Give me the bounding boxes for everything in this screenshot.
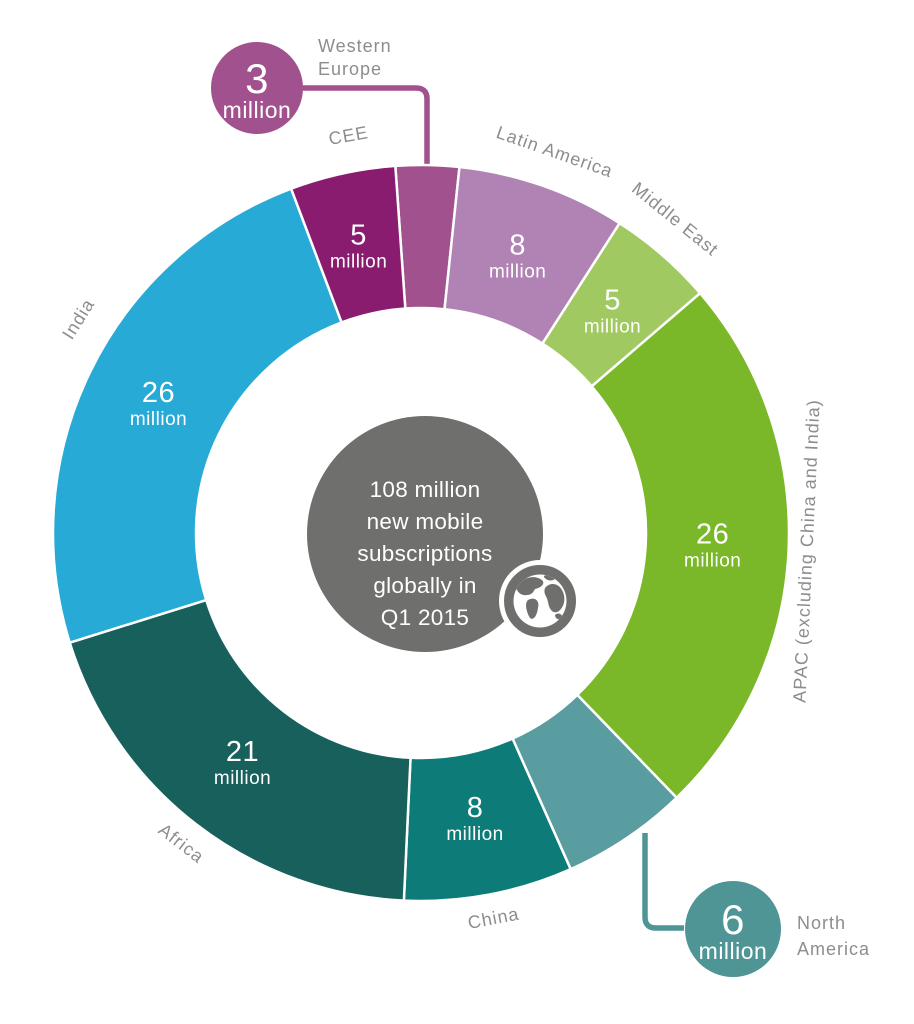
callout-connector-north-america bbox=[642, 833, 684, 931]
svg-text:8: 8 bbox=[509, 229, 526, 261]
center-circle bbox=[307, 416, 543, 652]
callout-bubble-western-europe bbox=[211, 42, 303, 134]
svg-text:21: 21 bbox=[226, 736, 259, 768]
callout-label-north-america: North America bbox=[797, 913, 870, 959]
svg-text:North: North bbox=[797, 913, 846, 933]
center-text: 108 million new mobile subscriptions global… bbox=[357, 477, 492, 630]
arc-label-china: China bbox=[466, 904, 521, 933]
svg-text:million: million bbox=[684, 551, 741, 572]
svg-text:Q1 2015: Q1 2015 bbox=[381, 605, 469, 630]
svg-text:Europe: Europe bbox=[318, 59, 382, 79]
svg-text:million: million bbox=[584, 317, 641, 338]
svg-text:5: 5 bbox=[604, 285, 621, 317]
callout-bubble-north-america bbox=[685, 881, 781, 977]
svg-text:new mobile: new mobile bbox=[367, 509, 484, 534]
arc-label-india: India bbox=[58, 295, 98, 343]
svg-text:26: 26 bbox=[696, 519, 729, 551]
svg-text:globally in: globally in bbox=[373, 573, 476, 598]
svg-text:26: 26 bbox=[142, 377, 175, 409]
svg-text:million: million bbox=[489, 261, 546, 282]
svg-text:8: 8 bbox=[467, 792, 484, 824]
svg-text:108 million: 108 million bbox=[370, 477, 481, 502]
callout-connector-western-europe bbox=[303, 85, 430, 166]
svg-text:5: 5 bbox=[350, 220, 367, 252]
arc-label-latin-america: Latin America bbox=[494, 122, 616, 181]
svg-text:million: million bbox=[214, 768, 271, 789]
segment-india bbox=[51, 187, 343, 644]
svg-text:million: million bbox=[330, 252, 387, 273]
svg-text:million: million bbox=[223, 97, 292, 123]
svg-text:America: America bbox=[797, 939, 870, 959]
segment-cee bbox=[289, 164, 407, 324]
svg-text:3: 3 bbox=[245, 55, 269, 102]
segment-africa bbox=[68, 598, 412, 902]
arc-label-apac-excluding-china-and-india: APAC (excluding China and India) bbox=[789, 399, 823, 703]
svg-text:6: 6 bbox=[721, 896, 745, 943]
callout-label-western-europe: Western Europe bbox=[318, 36, 392, 79]
globe-icon bbox=[499, 560, 581, 642]
svg-text:million: million bbox=[699, 938, 768, 964]
svg-text:million: million bbox=[130, 409, 187, 430]
svg-text:million: million bbox=[446, 824, 503, 845]
arc-label-cee: CEE bbox=[327, 122, 370, 149]
segment-apac-excluding-china-and-india bbox=[576, 291, 791, 799]
svg-text:Western: Western bbox=[318, 36, 392, 56]
svg-text:subscriptions: subscriptions bbox=[357, 541, 492, 566]
